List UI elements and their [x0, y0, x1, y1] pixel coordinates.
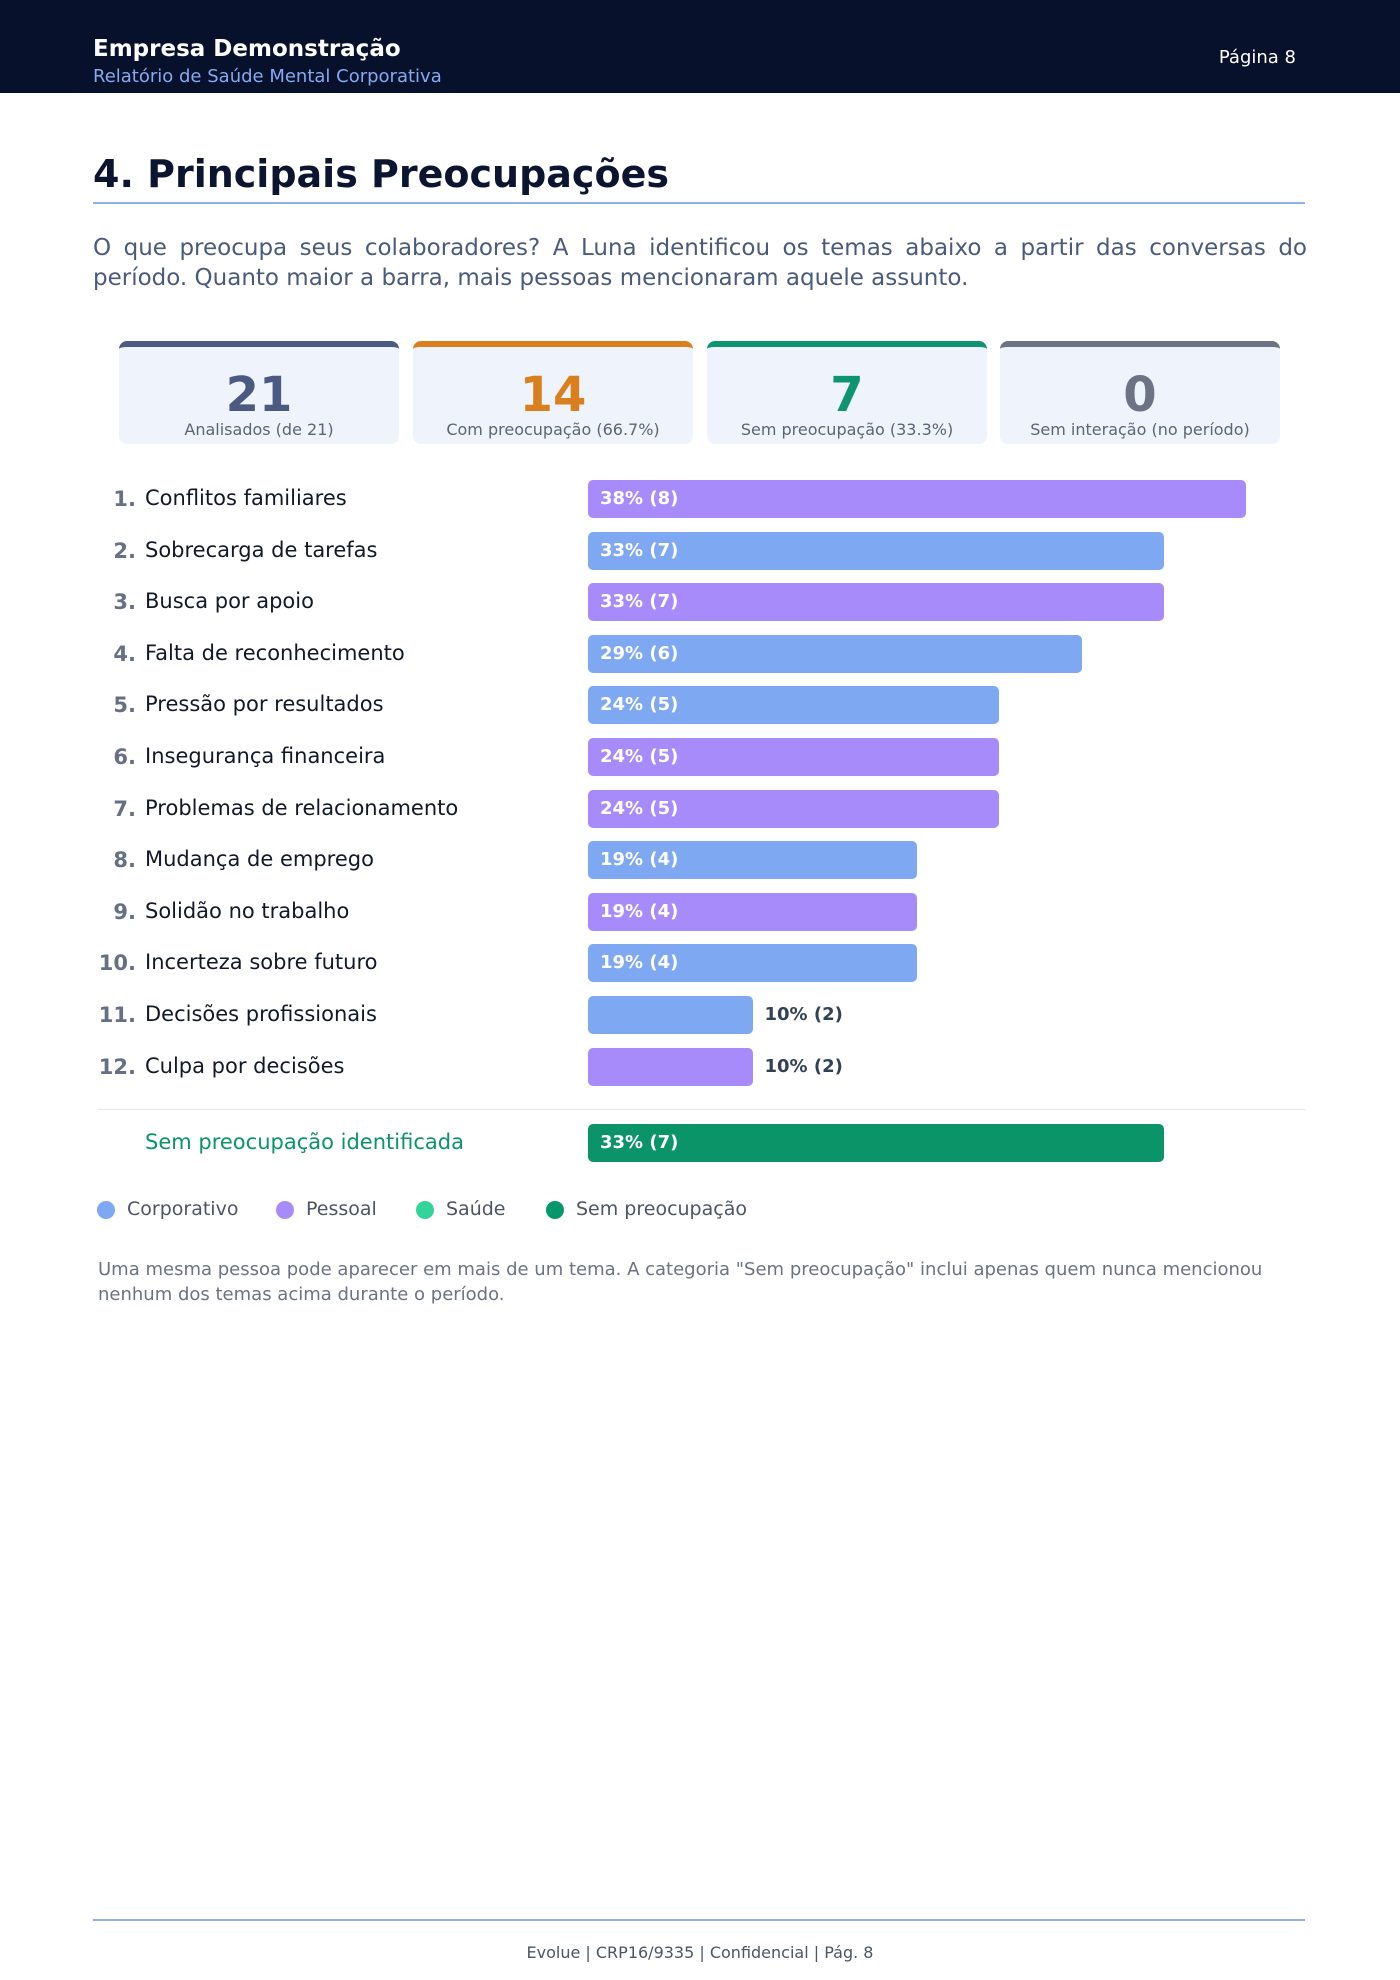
intro-text: O que preocupa seus colaboradores? A Lun… — [93, 235, 1307, 291]
bar — [588, 892, 917, 931]
category-label: Pressão por resultados — [145, 692, 384, 717]
stat-label: Com preocupação (66.7%) — [446, 420, 660, 439]
bar-value-label: 19% (4) — [600, 900, 679, 922]
bar-value-label: 10% (2) — [764, 1004, 843, 1025]
legend-label: Pessoal — [306, 1198, 377, 1220]
bar — [588, 583, 1164, 622]
stat-label: Sem preocupação (33.3%) — [740, 420, 954, 439]
divider — [98, 1109, 1305, 1110]
legend-marker — [97, 1201, 115, 1219]
category-label: Mudança de emprego — [145, 847, 374, 872]
bar-value-label: 10% (2) — [764, 1055, 843, 1077]
rank: 3. — [113, 590, 136, 615]
category-label: Sobrecarga de tarefas — [145, 537, 378, 562]
rank: 11. — [98, 1003, 136, 1027]
stat-card: 0 Sem interação (no período) — [1000, 341, 1280, 444]
category-label: Decisões profissionais — [145, 1002, 377, 1026]
bar-value-label: 38% (8) — [600, 488, 679, 509]
bar — [588, 996, 753, 1034]
rank: 9. — [113, 899, 136, 924]
stat-value: 14 — [519, 367, 587, 423]
stat-label: Sem interação (no período) — [1030, 420, 1250, 439]
category-label: Solidão no trabalho — [145, 898, 350, 923]
top-bar — [0, 0, 1400, 93]
stat-card: 7 Sem preocupação (33.3%) — [707, 341, 987, 444]
none-label: Sem preocupação identificada — [145, 1130, 464, 1154]
bar — [588, 686, 1000, 725]
rank: 10. — [98, 951, 136, 976]
bar-value-label: 19% (4) — [600, 849, 679, 871]
legend-label: Corporativo — [127, 1198, 239, 1220]
rank: 4. — [113, 641, 136, 666]
footer-rule — [93, 1919, 1305, 1921]
category-label: Problemas de relacionamento — [145, 795, 459, 820]
stat-card: 21 Analisados (de 21) — [119, 341, 399, 444]
category-label: Busca por apoio — [145, 589, 314, 614]
bar — [588, 1047, 753, 1086]
bar-value-label: 33% (7) — [600, 591, 679, 613]
bar-value-label: 24% (5) — [600, 694, 679, 716]
bar-value-label: 33% (7) — [600, 539, 679, 561]
category-label: Culpa por decisões — [145, 1053, 345, 1078]
bar — [588, 634, 1082, 673]
stat-value: 0 — [1123, 367, 1157, 423]
rank: 5. — [113, 693, 136, 718]
report-subtitle: Relatório de Saúde Mental Corporativa — [93, 66, 442, 87]
category-label: Incerteza sobre futuro — [145, 950, 378, 975]
legend-marker — [276, 1201, 294, 1219]
rank: 8. — [113, 848, 136, 873]
bar-value-label: 24% (5) — [600, 797, 679, 819]
title-rule — [93, 202, 1305, 204]
stat-value: 21 — [225, 367, 293, 423]
footer: Evolue | CRP16/9335 | Confidencial | Pág… — [526, 1943, 874, 1962]
rank: 2. — [113, 538, 136, 563]
bar — [588, 944, 917, 983]
note: Uma mesma pessoa pode aparecer em mais d… — [98, 1259, 1263, 1305]
legend-label: Sem preocupação — [576, 1198, 747, 1220]
stat-label: Analisados (de 21) — [184, 420, 334, 439]
bar-value-label: 29% (6) — [600, 642, 679, 664]
bar — [588, 841, 917, 880]
bar-value-label: 33% (7) — [600, 1132, 679, 1153]
company-name: Empresa Demonstração — [93, 36, 401, 62]
legend-marker — [546, 1201, 564, 1219]
category-label: Falta de reconhecimento — [145, 640, 405, 665]
bar — [588, 480, 1246, 518]
rank: 7. — [113, 796, 136, 821]
bar — [588, 1124, 1164, 1162]
legend-label: Saúde — [446, 1198, 506, 1220]
bar-value-label: 19% (4) — [600, 952, 679, 974]
rank: 6. — [113, 745, 136, 769]
category-label: Insegurança financeira — [145, 744, 386, 768]
page-number: Página 8 — [1218, 47, 1296, 68]
bar — [588, 738, 1000, 776]
bar-value-label: 24% (5) — [600, 746, 679, 767]
rank: 1. — [113, 487, 136, 511]
section-title: 4. Principais Preocupações — [93, 152, 669, 196]
legend-marker — [416, 1201, 434, 1219]
category-label: Conflitos familiares — [145, 486, 347, 510]
stat-card: 14 Com preocupação (66.7%) — [413, 341, 693, 444]
bar — [588, 789, 1000, 828]
bar — [588, 531, 1164, 570]
stat-value: 7 — [830, 367, 864, 423]
rank: 12. — [98, 1054, 136, 1079]
